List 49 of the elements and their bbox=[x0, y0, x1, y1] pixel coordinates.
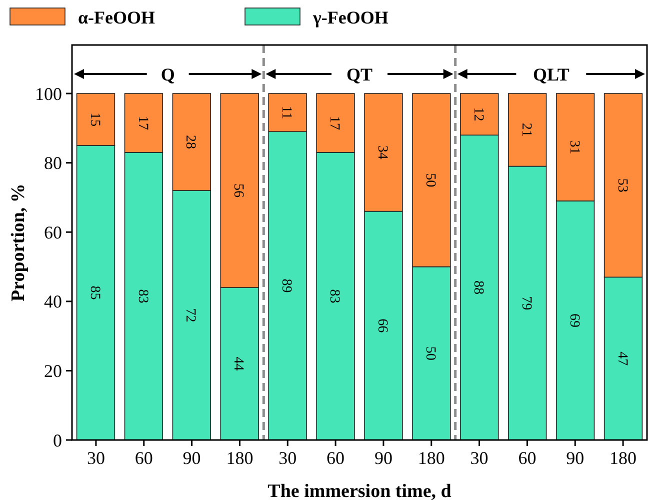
x-tick-label: 90 bbox=[374, 448, 392, 468]
y-tick-label: 60 bbox=[44, 222, 62, 242]
data-label: 31 bbox=[566, 140, 582, 154]
x-tick-label: 60 bbox=[134, 448, 153, 468]
data-label: 47 bbox=[614, 352, 630, 366]
x-tick-label: 90 bbox=[566, 448, 584, 468]
x-tick-label: 90 bbox=[182, 448, 201, 468]
data-label: 17 bbox=[134, 116, 150, 130]
data-label: 53 bbox=[614, 178, 630, 192]
data-label: 83 bbox=[134, 289, 150, 304]
annotation: Q bbox=[160, 64, 175, 84]
x-tick-label: 30 bbox=[278, 448, 297, 468]
x-tick-label: 60 bbox=[326, 448, 345, 468]
data-label: 17 bbox=[326, 116, 342, 130]
data-label: 69 bbox=[566, 313, 582, 328]
legend-label: α-FeOOH bbox=[78, 7, 156, 28]
data-label: 15 bbox=[86, 112, 102, 126]
data-label: 11 bbox=[278, 106, 294, 120]
data-label: 88 bbox=[470, 280, 486, 295]
x-tick-label: 180 bbox=[226, 448, 254, 468]
data-label: 34 bbox=[374, 145, 390, 160]
data-label: 12 bbox=[470, 107, 486, 122]
y-axis-title: Proportion, % bbox=[8, 184, 29, 302]
x-axis-title: The immersion time, d bbox=[268, 481, 452, 502]
x-tick-label: 180 bbox=[610, 448, 637, 468]
y-tick-label: 80 bbox=[44, 153, 62, 174]
data-label: 56 bbox=[230, 184, 246, 198]
data-label: 21 bbox=[518, 122, 534, 137]
y-tick-label: 20 bbox=[44, 361, 62, 381]
x-tick-label: 180 bbox=[418, 448, 445, 468]
y-tick-label: 40 bbox=[44, 292, 62, 312]
data-label: 66 bbox=[374, 318, 390, 333]
data-label: 89 bbox=[278, 278, 294, 293]
x-tick-label: 60 bbox=[518, 448, 536, 468]
data-label: 50 bbox=[422, 346, 438, 360]
data-label: 44 bbox=[230, 356, 246, 371]
x-tick-label: 30 bbox=[86, 448, 105, 468]
annotation: QLT bbox=[532, 64, 570, 84]
data-label: 83 bbox=[326, 289, 342, 304]
data-label: 85 bbox=[86, 286, 102, 300]
y-tick-label: 0 bbox=[53, 430, 62, 450]
data-label: 28 bbox=[182, 135, 198, 150]
data-label: 79 bbox=[518, 296, 534, 310]
legend-label: γ-FeOOH bbox=[312, 7, 388, 28]
y-tick-label: 100 bbox=[35, 84, 62, 104]
x-tick-label: 30 bbox=[470, 448, 488, 468]
annotation: QT bbox=[346, 64, 373, 84]
data-label: 72 bbox=[182, 308, 198, 322]
data-label: 50 bbox=[422, 173, 438, 188]
